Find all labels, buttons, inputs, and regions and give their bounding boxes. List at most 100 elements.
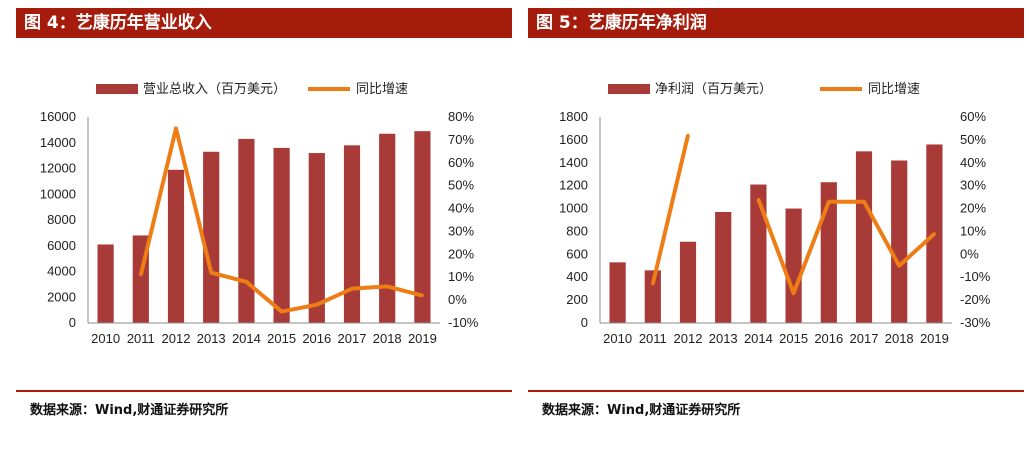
source-note: 数据来源：Wind,财通证券研究所 [30,403,229,418]
divider-rule [528,390,1024,392]
chart-panel-net-profit: 图 5：艺康历年净利润 净利润（百万美元） 同比增速 0 200 400 600 800 10… [528,0,1024,452]
growth-point-2015 [280,310,284,314]
bar-2011 [644,270,661,323]
growth-point-2016 [315,303,319,307]
x-tick-label: 2011 [127,331,155,346]
growth-point-2011 [651,282,655,286]
y2-tick-label: -10% [960,269,991,284]
y2-tick-label: 70% [448,132,474,147]
x-tick-label: 2010 [603,331,632,346]
y2-tick-label: 0% [960,246,979,261]
legend-label: 同比增速 [356,82,408,97]
x-tick-label: 2014 [744,331,773,346]
y2-tick-label: 10% [448,269,474,284]
x-tick-label: 2018 [885,331,914,346]
bar-2016 [308,153,325,323]
y-tick-label: 1800 [559,109,588,124]
x-tick-label: 2010 [91,331,120,346]
bar-2017 [343,145,361,323]
legend-label: 同比增速 [868,82,920,97]
y2-tick-label: 80% [448,109,474,124]
y2-tick-label: 30% [448,223,474,238]
bar-2019 [414,131,431,323]
x-tick-label: 2019 [920,331,949,346]
growth-point-2014 [756,197,760,201]
x-tick-label: 2012 [674,331,703,346]
bar-2014 [238,138,255,323]
growth-point-2019 [932,232,936,236]
y-tick-label: 0 [581,315,588,330]
x-tick-label: 2019 [408,331,437,346]
chart-title: 图 4：艺康历年营业收入 [16,8,512,38]
y2-tick-label: 10% [960,223,986,238]
bar-2013 [203,151,220,323]
x-tick-label: 2013 [197,331,226,346]
legend-label: 净利润（百万美元） [655,82,772,97]
y-tick-label: 16000 [40,109,76,124]
growth-line [650,134,690,285]
growth-line [756,198,936,296]
growth-point-2012 [686,133,690,137]
y2-tick-label: 50% [448,178,474,193]
legend-label: 营业总收入（百万美元） [143,82,286,97]
y2-tick-label: 50% [960,132,986,147]
x-tick-label: 2018 [373,331,402,346]
net-profit-chart: 净利润（百万美元） 同比增速 0 200 400 600 800 1000 1200 1400 16… [559,82,991,346]
y-tick-label: 200 [566,292,588,307]
y2-tick-label: 20% [448,246,474,261]
bar-2012 [679,241,697,323]
growth-point-2015 [792,291,796,295]
bar-2017 [855,151,873,323]
x-tick-label: 2017 [338,331,367,346]
y-tick-label: 8000 [47,212,76,227]
x-tick-label: 2012 [162,331,191,346]
x-tick-label: 2015 [267,331,296,346]
y-tick-label: 1600 [559,132,588,147]
bar-2014 [750,184,767,323]
legend: 净利润（百万美元） 同比增速 [608,82,920,97]
y2-tick-label: -10% [448,315,479,330]
y2-tick-label: 20% [960,201,986,216]
x-tick-label: 2017 [850,331,879,346]
growth-point-2013 [209,271,213,275]
bar-2018 [891,160,908,323]
divider-rule [16,390,512,392]
y-tick-label: 10000 [40,186,76,201]
y2-tick-label: 40% [448,201,474,216]
y-tick-label: 800 [566,223,588,238]
y-tick-label: 600 [566,246,588,261]
x-tick-label: 2014 [232,331,261,346]
y-tick-label: 2000 [47,289,76,304]
legend: 营业总收入（百万美元） 同比增速 [96,82,408,97]
y-tick-label: 6000 [47,238,76,253]
legend-bar-swatch [608,84,650,94]
y2-tick-label: 30% [960,178,986,193]
y2-tick-label: 40% [960,155,986,170]
y-tick-label: 1200 [559,178,588,193]
y2-tick-label: 60% [448,155,474,170]
y-tick-label: 400 [566,269,588,284]
bar-2015 [273,147,290,323]
x-tick-label: 2016 [302,331,331,346]
legend-bar-swatch [96,84,138,94]
y-tick-label: 12000 [40,161,76,176]
bar-2015 [785,208,802,323]
growth-point-2011 [139,273,143,277]
y2-tick-label: 0% [448,292,467,307]
bar-2012 [167,169,185,323]
y-tick-label: 0 [69,315,76,330]
y-tick-label: 4000 [47,264,76,279]
revenue-chart: 营业总收入（百万美元） 同比增速 0 2000 4000 6000 8000 10000 120… [40,82,479,346]
growth-point-2017 [350,287,354,291]
growth-point-2014 [244,280,248,284]
chart-title: 图 5：艺康历年净利润 [528,8,1024,38]
growth-point-2017 [862,200,866,204]
y-tick-label: 1000 [559,201,588,216]
growth-point-2019 [420,294,424,298]
bar-2010 [609,262,626,323]
growth-point-2012 [174,126,178,130]
y-tick-label: 1400 [559,155,588,170]
y-tick-label: 14000 [40,135,76,150]
bar-2018 [379,133,396,323]
y2-tick-label: -20% [960,292,991,307]
